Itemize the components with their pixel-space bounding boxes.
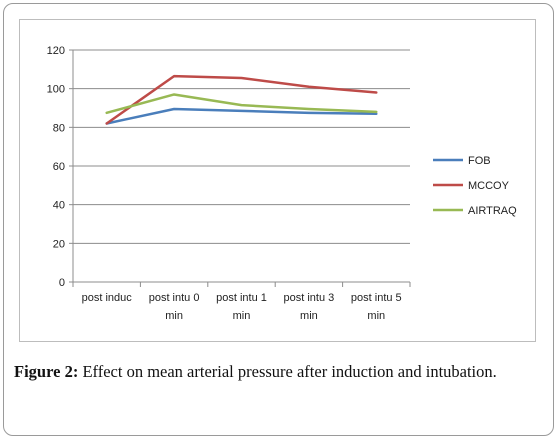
x-tick-label: post intu 3 min <box>284 292 335 322</box>
series-line-fob <box>105 107 378 125</box>
figure-caption: Figure 2: Effect on mean arterial pressu… <box>14 361 550 383</box>
x-tick-label-line: min <box>300 310 318 322</box>
y-tick-label: 100 <box>47 84 65 96</box>
series-line-airtraq <box>105 93 378 115</box>
x-tick-label-line: min <box>233 310 251 322</box>
y-tick-label: 60 <box>53 161 65 173</box>
x-tick-label-line: min <box>367 310 385 322</box>
x-tick-label-line: post intu 1 <box>216 292 267 304</box>
x-tick-label-line: post intu 5 <box>351 292 402 304</box>
legend-label: AIRTRAQ <box>468 205 517 217</box>
x-tick-label-line: min <box>165 310 183 322</box>
x-tick-label: post intu 5 min <box>351 292 402 322</box>
legend-label: FOB <box>468 155 491 167</box>
series-line-mccoy <box>105 74 378 125</box>
y-tick-label: 120 <box>47 45 65 57</box>
y-tick-label: 80 <box>53 122 65 134</box>
x-tick-label-line: post intu 0 <box>149 292 200 304</box>
y-tick-label: 40 <box>53 200 65 212</box>
y-tick-label: 20 <box>53 238 65 250</box>
x-tick-label: post induc <box>82 292 133 304</box>
caption-label: Figure 2: <box>14 362 79 381</box>
y-tick-label: 0 <box>59 277 65 289</box>
legend-label: MCCOY <box>468 180 510 192</box>
x-tick-label: post intu 1 min <box>216 292 267 322</box>
x-tick-label: post intu 0 min <box>149 292 200 322</box>
caption-text: Effect on mean arterial pressure after i… <box>78 362 497 381</box>
figure-frame: 0 20 40 60 80 100 120 post induc post intu 0 min p… <box>3 3 554 436</box>
x-tick-label-line: post induc <box>82 292 133 304</box>
chart-area: 0 20 40 60 80 100 120 post induc post intu 0 min p… <box>19 19 536 342</box>
x-tick-label-line: post intu 3 <box>284 292 335 304</box>
